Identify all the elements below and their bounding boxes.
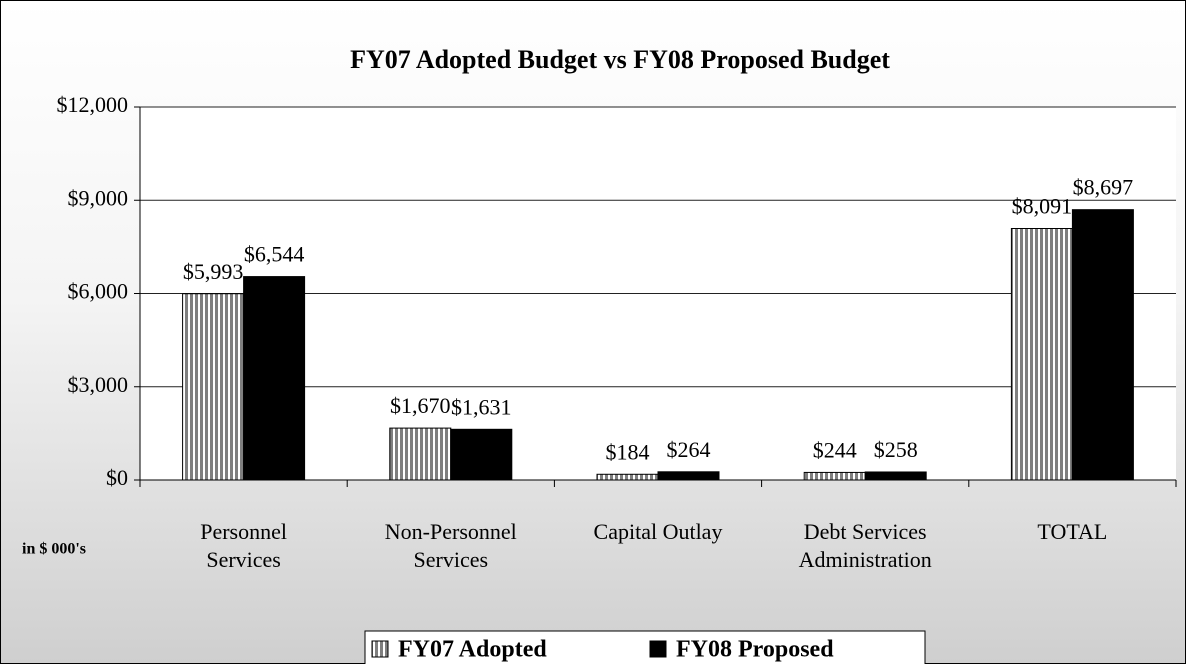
legend-label: FY08 Proposed (676, 637, 834, 663)
bar (1010, 228, 1073, 481)
x-tick-label: Debt Services Administration (798, 519, 932, 572)
legend (364, 630, 926, 664)
legend-swatch (371, 640, 389, 658)
data-label: $264 (667, 437, 711, 462)
y-tick-label: $0 (106, 465, 128, 490)
bar (243, 276, 306, 481)
data-label: $1,670 (390, 393, 451, 418)
data-label: $5,993 (183, 259, 244, 284)
y-tick-label: $9,000 (68, 185, 129, 210)
data-label: $244 (813, 437, 857, 462)
data-label: $6,544 (244, 242, 305, 267)
legend-swatch (649, 640, 667, 658)
chart-title: FY07 Adopted Budget vs FY08 Proposed Bud… (350, 45, 890, 74)
data-label: $258 (874, 437, 918, 462)
annotation: in $ 000's (22, 541, 86, 558)
data-label: $1,631 (451, 394, 512, 419)
bar (450, 428, 513, 481)
legend-label: FY07 Adopted (398, 637, 547, 663)
bar (657, 471, 720, 481)
data-label: $8,091 (1012, 194, 1073, 219)
y-tick-label: $12,000 (57, 92, 129, 117)
bar (182, 293, 245, 481)
bar (1071, 209, 1134, 481)
x-tick-label: Personnel Services (200, 519, 287, 572)
data-label: $8,697 (1073, 175, 1134, 200)
x-tick-label: TOTAL (1037, 519, 1108, 544)
x-tick-label: Capital Outlay (593, 519, 723, 544)
y-tick-label: $3,000 (68, 372, 129, 397)
bar (803, 471, 866, 481)
bar (596, 473, 659, 481)
x-tick-label: Non-Personnel Services (384, 519, 517, 572)
y-tick-label: $6,000 (68, 279, 129, 304)
data-label: $184 (606, 439, 650, 464)
bar (864, 471, 927, 481)
bar (389, 427, 452, 481)
